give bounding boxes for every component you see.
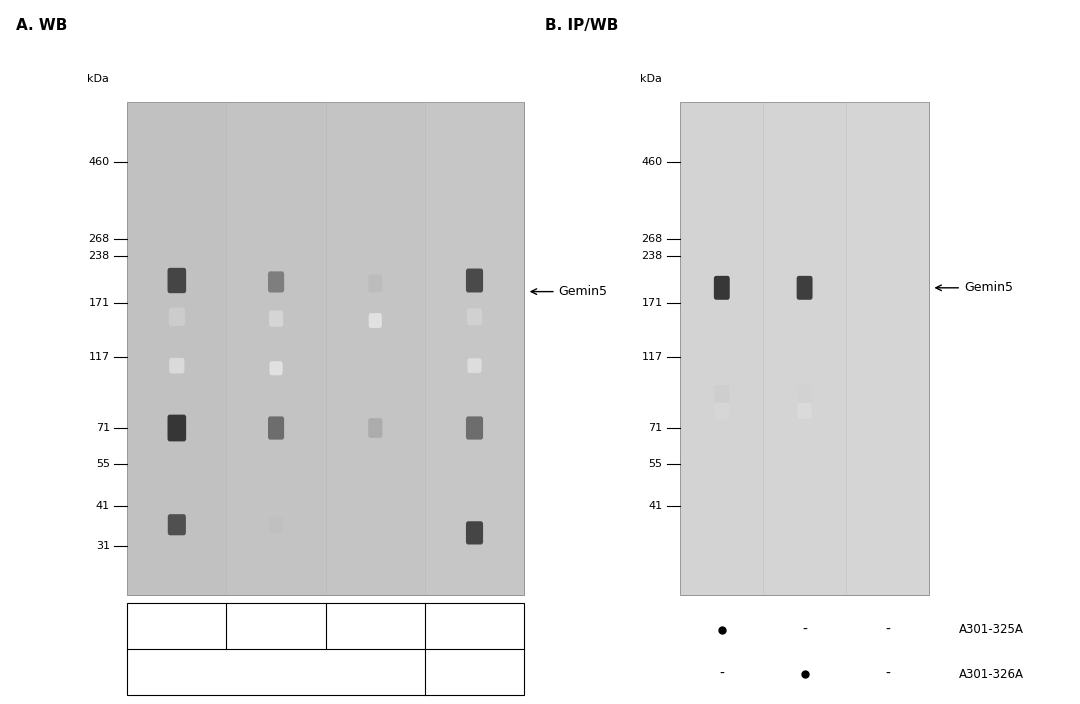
Bar xyxy=(424,102,524,595)
Text: 117: 117 xyxy=(89,352,110,362)
FancyBboxPatch shape xyxy=(268,271,284,292)
FancyBboxPatch shape xyxy=(465,521,483,544)
Text: 460: 460 xyxy=(642,157,663,167)
Text: 238: 238 xyxy=(89,251,110,260)
FancyBboxPatch shape xyxy=(797,385,812,403)
FancyBboxPatch shape xyxy=(368,275,382,293)
Text: Gemin5: Gemin5 xyxy=(558,285,608,298)
FancyBboxPatch shape xyxy=(167,268,186,293)
Text: 31: 31 xyxy=(96,541,110,551)
Text: B. IP/WB: B. IP/WB xyxy=(545,18,619,32)
Text: 41: 41 xyxy=(96,501,110,511)
Bar xyxy=(680,102,929,595)
FancyBboxPatch shape xyxy=(368,418,382,438)
Text: -: - xyxy=(885,623,890,636)
Text: 50: 50 xyxy=(168,620,186,633)
Text: 41: 41 xyxy=(648,501,663,511)
Text: 460: 460 xyxy=(89,157,110,167)
FancyBboxPatch shape xyxy=(465,416,483,439)
FancyBboxPatch shape xyxy=(270,516,283,533)
FancyBboxPatch shape xyxy=(797,403,812,419)
FancyBboxPatch shape xyxy=(797,276,812,300)
Bar xyxy=(326,102,424,595)
Text: HeLa: HeLa xyxy=(260,665,292,679)
Text: 238: 238 xyxy=(642,251,663,260)
FancyBboxPatch shape xyxy=(715,403,729,420)
FancyBboxPatch shape xyxy=(714,385,729,403)
Text: A301-326A: A301-326A xyxy=(959,667,1024,681)
FancyBboxPatch shape xyxy=(167,415,186,441)
Bar xyxy=(846,102,929,595)
Text: 117: 117 xyxy=(642,352,663,362)
Bar xyxy=(764,102,846,595)
Bar xyxy=(680,102,764,595)
FancyBboxPatch shape xyxy=(368,313,382,328)
Text: 171: 171 xyxy=(642,298,663,308)
Text: 55: 55 xyxy=(96,460,110,470)
Text: 55: 55 xyxy=(649,460,663,470)
Text: -: - xyxy=(885,667,890,681)
Text: Gemin5: Gemin5 xyxy=(963,282,1013,294)
Text: 5: 5 xyxy=(370,620,380,633)
FancyBboxPatch shape xyxy=(168,308,185,326)
FancyBboxPatch shape xyxy=(269,310,283,327)
Text: A. WB: A. WB xyxy=(16,18,67,32)
Text: 268: 268 xyxy=(642,234,663,244)
Bar xyxy=(127,603,524,695)
Bar xyxy=(227,102,326,595)
Text: 171: 171 xyxy=(89,298,110,308)
FancyBboxPatch shape xyxy=(467,308,482,325)
FancyBboxPatch shape xyxy=(270,361,283,375)
Bar xyxy=(127,102,227,595)
Text: A301-325A: A301-325A xyxy=(959,623,1024,636)
FancyBboxPatch shape xyxy=(167,514,186,535)
Text: 50: 50 xyxy=(465,620,483,633)
Text: 268: 268 xyxy=(89,234,110,244)
Text: -: - xyxy=(802,623,807,636)
FancyBboxPatch shape xyxy=(714,276,730,300)
FancyBboxPatch shape xyxy=(465,268,483,292)
Text: 71: 71 xyxy=(96,423,110,433)
Text: kDa: kDa xyxy=(86,75,109,84)
Bar xyxy=(127,102,524,595)
FancyBboxPatch shape xyxy=(268,416,284,439)
Text: kDa: kDa xyxy=(639,75,661,84)
FancyBboxPatch shape xyxy=(468,358,482,373)
FancyBboxPatch shape xyxy=(170,358,185,373)
Text: 15: 15 xyxy=(268,620,285,633)
Text: T: T xyxy=(471,665,478,679)
Text: 71: 71 xyxy=(648,423,663,433)
Text: -: - xyxy=(719,667,725,681)
